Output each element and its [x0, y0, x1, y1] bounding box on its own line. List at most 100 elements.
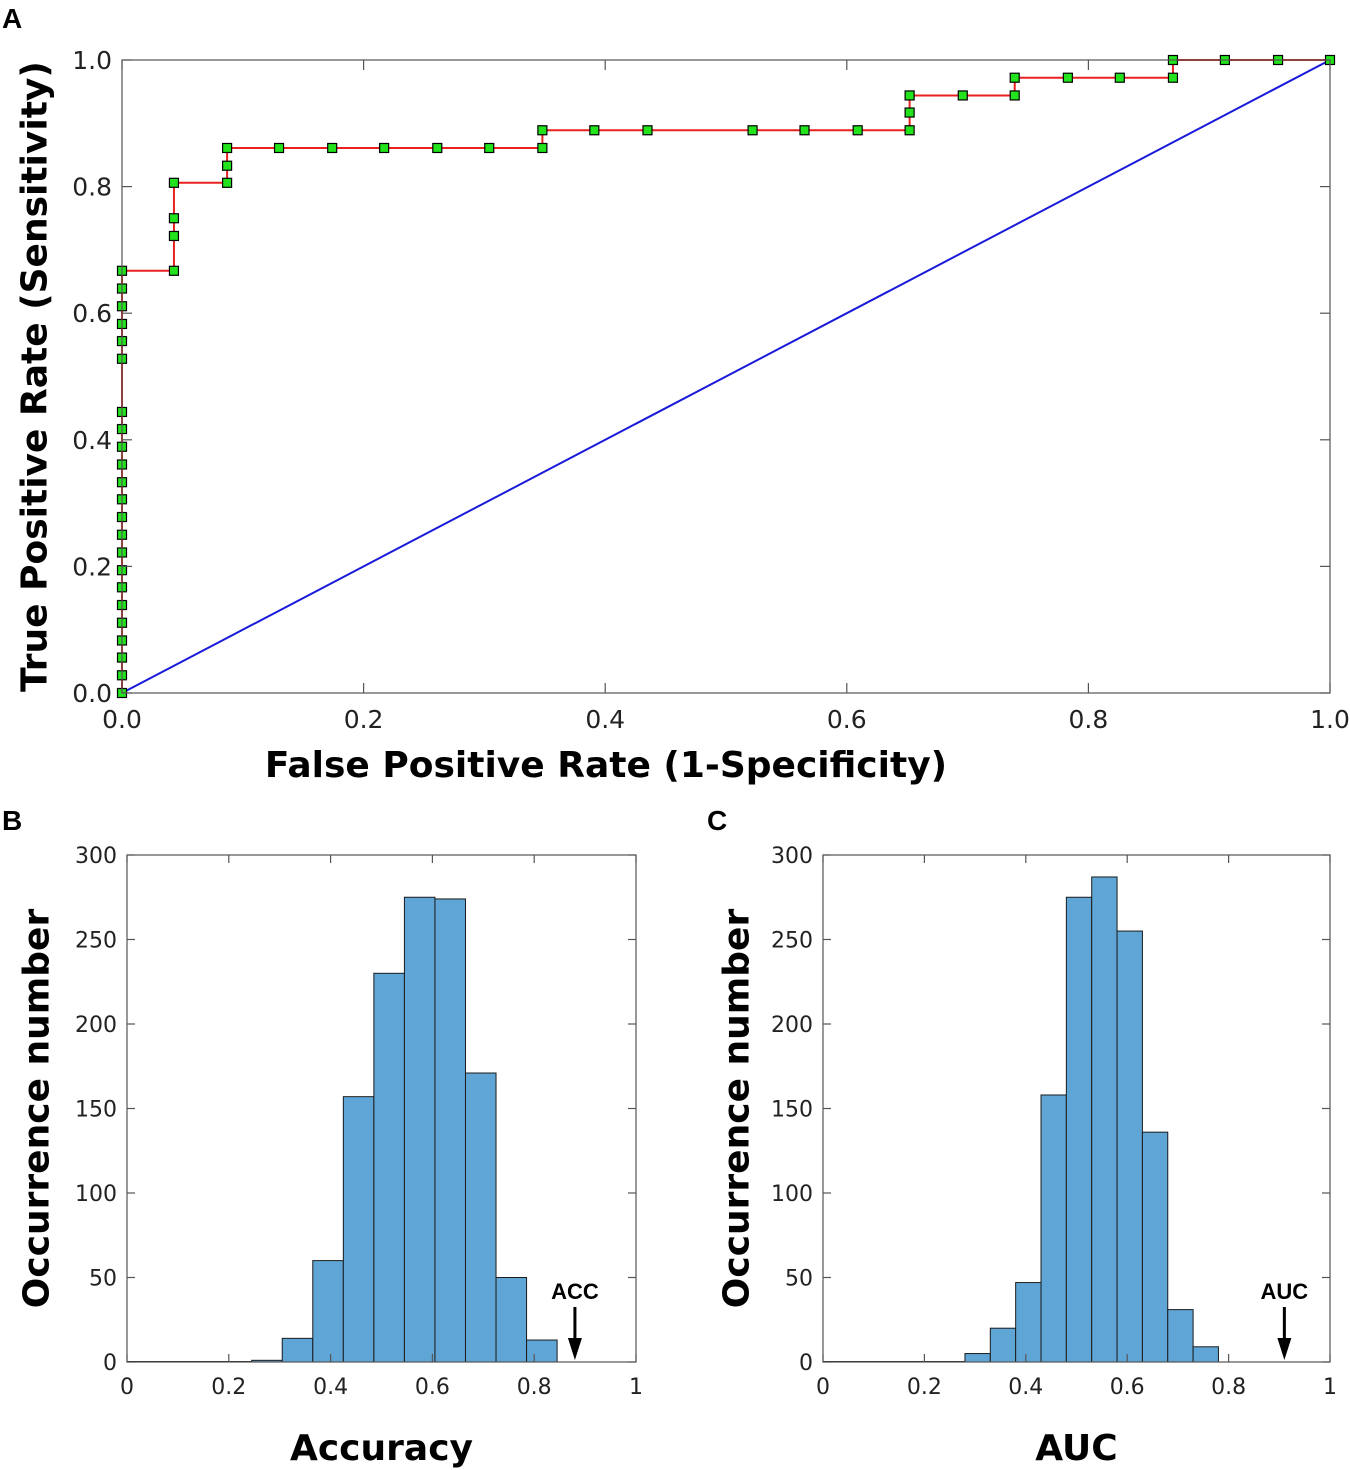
x-tick-label: 0.4	[1008, 1375, 1043, 1400]
roc-point-marker	[904, 125, 915, 136]
roc-point-marker	[957, 90, 968, 101]
roc-point-marker	[1114, 72, 1125, 83]
y-tick-label: 0.2	[72, 552, 112, 581]
x-tick-label: 0.0	[102, 705, 142, 734]
y-tick-label: 150	[771, 1097, 813, 1122]
histogram-bar	[434, 898, 466, 1363]
histogram-bar	[1116, 930, 1143, 1363]
roc-point-marker	[379, 142, 390, 154]
x-tick-label: 0.2	[907, 1375, 942, 1400]
x-axis-label: AUC	[1035, 1428, 1117, 1469]
roc-point-marker	[168, 230, 180, 242]
y-axis-label: True Positive Rate (Sensitivity)	[15, 61, 56, 692]
y-tick-label: 1.0	[72, 46, 112, 75]
y-tick-label: 0.0	[72, 679, 112, 708]
y-tick-label: 0	[799, 1351, 813, 1376]
histogram-bar	[1015, 1282, 1042, 1363]
histogram-bar	[495, 1277, 528, 1363]
panel-label: B	[2, 805, 22, 836]
histogram-bar	[526, 1339, 558, 1363]
roc-point-marker	[168, 177, 180, 188]
y-tick-label: 150	[75, 1097, 117, 1122]
panel-b: B ACC 0 0.2 0.4 0.6 0.8 1 0 50 100 150 200 250 300 Accu…	[2, 805, 643, 1469]
y-tick-label: 300	[771, 844, 813, 869]
roc-point-marker	[904, 107, 915, 118]
x-tick-label: 0.6	[415, 1375, 450, 1400]
x-axis-label: Accuracy	[290, 1428, 473, 1469]
plot-frame	[121, 59, 1331, 694]
roc-point-marker	[273, 142, 285, 154]
annotation-label: AUC	[1261, 1279, 1309, 1304]
annotation-label: ACC	[551, 1279, 599, 1304]
histogram-bar	[312, 1260, 344, 1363]
y-axis-label: Occurrence number	[717, 909, 758, 1309]
roc-point-marker	[221, 177, 233, 188]
histogram-bar	[464, 1072, 497, 1363]
x-tick-label: 0.4	[313, 1375, 348, 1400]
roc-point-marker	[1009, 90, 1020, 101]
y-tick-label: 250	[75, 928, 117, 953]
panel-c: C AUC 0 0.2 0.4 0.6 0.8 1 0 50 100 150 200 250 300 AUC O…	[707, 805, 1337, 1469]
roc-point-marker	[1009, 72, 1020, 83]
panel-label: A	[2, 3, 22, 34]
y-tick-label: 0.6	[72, 299, 112, 328]
x-tick-label: 0.8	[517, 1375, 552, 1400]
roc-point-marker	[537, 142, 548, 154]
roc-point-marker	[1062, 72, 1073, 83]
histogram-bar	[964, 1353, 991, 1363]
roc-point-marker	[484, 142, 495, 154]
x-tick-label: 0.4	[585, 705, 625, 734]
y-axis-label: Occurrence number	[17, 909, 58, 1309]
y-tick-label: 250	[771, 928, 813, 953]
histogram-bar	[1065, 896, 1093, 1363]
x-tick-label: 1	[1323, 1375, 1337, 1400]
roc-point-marker	[537, 125, 548, 136]
histogram-bar	[1192, 1346, 1219, 1363]
y-tick-label: 100	[75, 1182, 117, 1207]
y-tick-label: 0.8	[72, 173, 112, 202]
x-tick-label: 1.0	[1310, 705, 1350, 734]
roc-point-marker	[589, 125, 600, 136]
histogram-bar	[373, 972, 405, 1363]
y-tick-label: 200	[75, 1013, 117, 1038]
x-tick-label: 0.2	[344, 705, 384, 734]
x-tick-label: 0.8	[1211, 1375, 1246, 1400]
x-tick-label: 0	[120, 1375, 134, 1400]
roc-point-marker	[221, 142, 233, 154]
histogram-bar	[1167, 1309, 1194, 1363]
y-tick-label: 300	[75, 844, 117, 869]
y-tick-label: 100	[771, 1182, 813, 1207]
y-tick-label: 50	[89, 1266, 117, 1291]
panel-a: A 0.0 0.2 0.4 0.6 0.8 1.0 0.0 0.2 0.4 0.6 0.8 1.0 Fal…	[2, 3, 1350, 786]
histogram-bar	[1141, 1131, 1169, 1363]
roc-point-marker	[168, 265, 180, 276]
x-tick-label: 0.2	[211, 1375, 246, 1400]
annotation-arrow-head	[567, 1338, 582, 1360]
histogram-bar	[1091, 876, 1118, 1363]
roc-point-marker	[799, 125, 810, 136]
x-axis-label: False Positive Rate (1-Specificity)	[265, 745, 947, 786]
histogram-bar	[1040, 1094, 1067, 1363]
y-tick-label: 0	[103, 1351, 117, 1376]
x-tick-label: 0.6	[1110, 1375, 1145, 1400]
histogram-bar	[989, 1327, 1017, 1363]
roc-point-marker	[1167, 72, 1179, 83]
roc-point-marker	[747, 125, 758, 136]
histogram-bar	[342, 1096, 375, 1363]
roc-point-marker	[904, 90, 915, 101]
y-tick-label: 0.4	[72, 426, 112, 455]
roc-point-marker	[221, 160, 233, 171]
roc-point-marker	[642, 125, 653, 136]
x-tick-label: 0.8	[1069, 705, 1109, 734]
x-tick-label: 0.6	[827, 705, 867, 734]
x-tick-label: 0	[816, 1375, 830, 1400]
roc-point-marker	[327, 142, 338, 154]
histogram-bar	[403, 896, 436, 1363]
roc-point-marker	[432, 142, 443, 154]
y-tick-label: 200	[771, 1013, 813, 1038]
x-tick-label: 1	[629, 1375, 643, 1400]
y-tick-label: 50	[785, 1266, 813, 1291]
histogram-bar	[281, 1337, 314, 1363]
roc-point-marker	[168, 213, 180, 224]
